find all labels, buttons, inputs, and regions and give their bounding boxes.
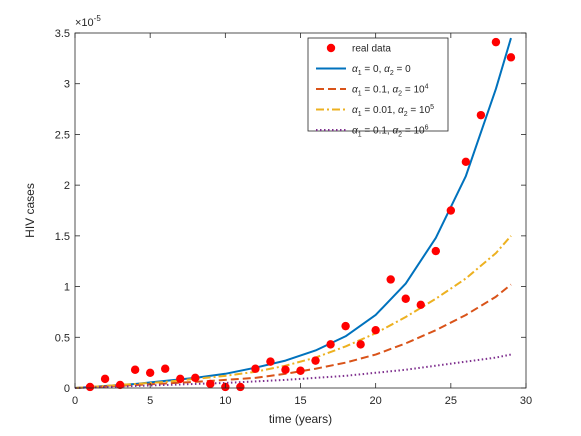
y-tick-label: 0 [64, 383, 70, 395]
x-tick-label: 20 [370, 395, 382, 407]
x-tick-label: 5 [147, 395, 153, 407]
data-point [145, 368, 155, 377]
legend-label-1: α1 = 0, α2 = 0 [352, 64, 411, 77]
legend-marker-real-data [326, 43, 336, 53]
svg-text:×10-5: ×10-5 [75, 14, 101, 29]
data-point [506, 53, 516, 62]
data-point [446, 206, 456, 215]
x-axis-label: time (years) [269, 412, 332, 426]
data-point [266, 357, 275, 366]
ticks: 0 5 10 15 20 25 30 0 0.5 1 1.5 2 2.5 3 3.5 [55, 28, 532, 407]
legend-box [307, 37, 449, 132]
series-line-3 [74, 235, 512, 389]
data-point [461, 157, 471, 167]
data-point [296, 366, 305, 375]
y-exponent-base: ×10 [75, 17, 94, 29]
legend: real data α1 = 0, α2 = 0 α1 = 0.1, α2 = 10… [307, 37, 449, 139]
data-point [431, 246, 440, 256]
data-point [476, 110, 486, 120]
x-tick-label: 30 [520, 395, 532, 407]
y-exponent-label: ×10-5 [75, 14, 101, 29]
y-tick-label: 0.5 [55, 332, 70, 344]
y-tick-label: 3.5 [55, 28, 70, 40]
data-point [130, 365, 140, 374]
data-point [386, 275, 395, 284]
data-point [251, 364, 260, 373]
y-tick-label: 2.5 [55, 129, 70, 141]
x-tick-label: 15 [294, 395, 306, 407]
data-point [326, 340, 335, 349]
data-point [191, 373, 200, 383]
data-point [356, 340, 365, 349]
x-tick-label: 25 [445, 395, 457, 407]
legend-label-3: α1 = 0.01, α2 = 105 [352, 104, 434, 118]
data-point [401, 294, 410, 303]
data-point [341, 321, 350, 331]
legend-label-4: α1 = 0.1, α2 = 106 [352, 125, 429, 139]
data-point [491, 37, 501, 47]
x-tick-label: 0 [72, 395, 78, 407]
y-tick-label: 1.5 [55, 231, 70, 243]
y-exponent-power: -5 [94, 14, 102, 23]
data-point [100, 374, 110, 384]
legend-label-real-data: real data [352, 44, 391, 55]
y-tick-label: 3 [64, 79, 70, 91]
data-point [85, 382, 95, 392]
x-tick-label: 10 [219, 395, 231, 407]
y-tick-label: 1 [64, 282, 70, 294]
y-tick-label: 2 [64, 180, 70, 192]
legend-label-2: α1 = 0.1, α2 = 104 [352, 84, 429, 98]
data-point [176, 374, 185, 384]
data-point [236, 382, 245, 392]
data-point [281, 365, 290, 374]
data-point [371, 325, 380, 335]
data-point [311, 356, 320, 365]
data-point [416, 300, 425, 310]
data-point [206, 379, 215, 389]
scatter-points [85, 37, 516, 392]
data-point [161, 364, 170, 373]
series-line-4 [74, 353, 512, 389]
plot-area-background [75, 33, 526, 388]
data-point [115, 380, 125, 390]
y-axis-label: HIV cases [23, 183, 37, 238]
